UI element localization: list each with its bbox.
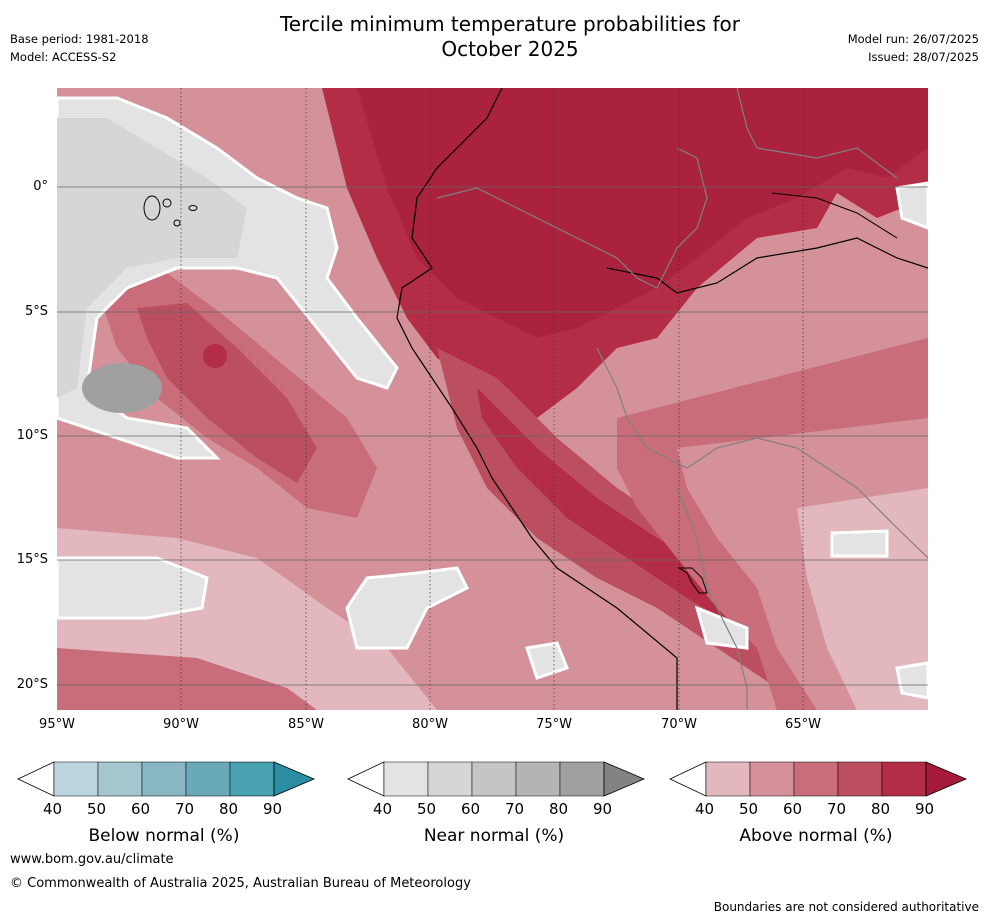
tick-label: 50 [417, 800, 437, 818]
southwest-mid [57, 648, 317, 710]
lake-titicaca [677, 567, 708, 594]
strongest-above-north [357, 88, 928, 338]
colorbar-segment [793, 761, 839, 797]
near-normal-central-patch [345, 566, 470, 650]
ticks-near-normal: 40 50 60 70 80 90 [340, 800, 648, 820]
colorbar-lower-arrow [17, 761, 55, 797]
colorbar-upper-arrow [925, 761, 968, 797]
colorbar-lower-arrow [669, 761, 707, 797]
colorbar-segment [881, 761, 927, 797]
page-title: Tercile minimum temperature probabilitie… [230, 12, 790, 62]
ocean-above-peak [203, 344, 227, 368]
lon-label-85w: 85°W [288, 717, 324, 732]
galapagos-islands [143, 195, 198, 227]
lon-label-80w: 80°W [412, 717, 448, 732]
model-run-label: Model run: 26/07/2025 [847, 32, 979, 46]
colorbar-lower-arrow [347, 761, 385, 797]
model-label: Model: ACCESS-S2 [10, 50, 117, 64]
colorbar-segment [749, 761, 795, 797]
colorbar-segment [141, 761, 187, 797]
legend-below-normal [10, 760, 318, 798]
near-normal-ne-patch [895, 181, 928, 230]
colorbar-segment [837, 761, 883, 797]
lat-label-20s: 20°S [16, 677, 48, 692]
legend-above-normal [662, 760, 970, 798]
tick-label: 40 [695, 800, 715, 818]
colorbar-segment [185, 761, 231, 797]
colorbar-near-normal [347, 761, 646, 797]
tick-label: 80 [871, 800, 891, 818]
legend-title-above-normal: Above normal (%) [739, 826, 893, 846]
colorbar-below-normal [17, 761, 316, 797]
andes-core [477, 388, 757, 633]
colorbar-segment [515, 761, 561, 797]
colorbar-upper-arrow [273, 761, 316, 797]
near-normal-altiplano-patch [694, 605, 749, 650]
tick-label: 70 [827, 800, 847, 818]
colorbar-segment [383, 761, 429, 797]
ticks-above-normal: 40 50 60 70 80 90 [662, 800, 970, 820]
copyright-text: © Commonwealth of Australia 2025, Austra… [10, 876, 471, 891]
legend-near-normal [340, 760, 648, 798]
tick-label: 60 [783, 800, 803, 818]
tick-label: 70 [175, 800, 195, 818]
probability-map[interactable] [57, 88, 928, 710]
near-normal-mid [57, 118, 247, 398]
title-line-2: October 2025 [441, 37, 579, 61]
tick-label: 60 [461, 800, 481, 818]
lat-label-0: 0° [33, 179, 48, 194]
lat-label-10s: 10°S [16, 428, 48, 443]
lon-label-65w: 65°W [785, 717, 821, 732]
tick-label: 70 [505, 800, 525, 818]
coastline [396, 88, 678, 710]
tick-label: 50 [739, 800, 759, 818]
colorbar-segment [427, 761, 473, 797]
colorbar-segment [705, 761, 751, 797]
east-lightest [797, 488, 928, 710]
bom-url-link[interactable]: www.bom.gov.au/climate [10, 852, 174, 867]
ocean-above-core [137, 303, 317, 483]
amazon-river [606, 237, 928, 294]
colorbar-segment [471, 761, 517, 797]
colorbar-upper-arrow [603, 761, 646, 797]
title-line-1: Tercile minimum temperature probabilitie… [279, 12, 741, 36]
tick-label: 40 [43, 800, 63, 818]
ticks-below-normal: 40 50 60 70 80 90 [10, 800, 318, 820]
tick-label: 90 [915, 800, 935, 818]
tick-label: 60 [131, 800, 151, 818]
country-borders [436, 88, 928, 710]
lon-label-90w: 90°W [163, 717, 199, 732]
tick-label: 90 [593, 800, 613, 818]
colorbar-segment [53, 761, 99, 797]
colorbar-segment [229, 761, 275, 797]
disclaimer-text: Boundaries are not considered authoritat… [713, 900, 979, 914]
map-canvas [57, 88, 928, 710]
tick-label: 50 [87, 800, 107, 818]
legend-title-below-normal: Below normal (%) [88, 826, 240, 846]
near-normal-small-patch [525, 641, 569, 680]
tick-label: 80 [219, 800, 239, 818]
near-normal-south-patch [57, 556, 209, 620]
near-normal-peak [82, 363, 162, 413]
tick-label: 40 [373, 800, 393, 818]
tick-label: 90 [263, 800, 283, 818]
near-normal-east-patch [830, 529, 889, 558]
tick-label: 80 [549, 800, 569, 818]
base-period-label: Base period: 1981-2018 [10, 32, 149, 46]
near-normal-se-patch [895, 661, 928, 700]
issued-label: Issued: 28/07/2025 [868, 50, 979, 64]
lat-label-5s: 5°S [24, 304, 48, 319]
lon-label-95w: 95°W [39, 717, 75, 732]
river-branch [771, 192, 898, 239]
legend-title-near-normal: Near normal (%) [423, 826, 565, 846]
lon-label-75w: 75°W [536, 717, 572, 732]
graticule [57, 186, 928, 686]
lat-label-15s: 15°S [16, 552, 48, 567]
colorbar-segment [559, 761, 605, 797]
colorbar-above-normal [669, 761, 968, 797]
colorbar-segment [97, 761, 143, 797]
lon-label-70w: 70°W [661, 717, 697, 732]
